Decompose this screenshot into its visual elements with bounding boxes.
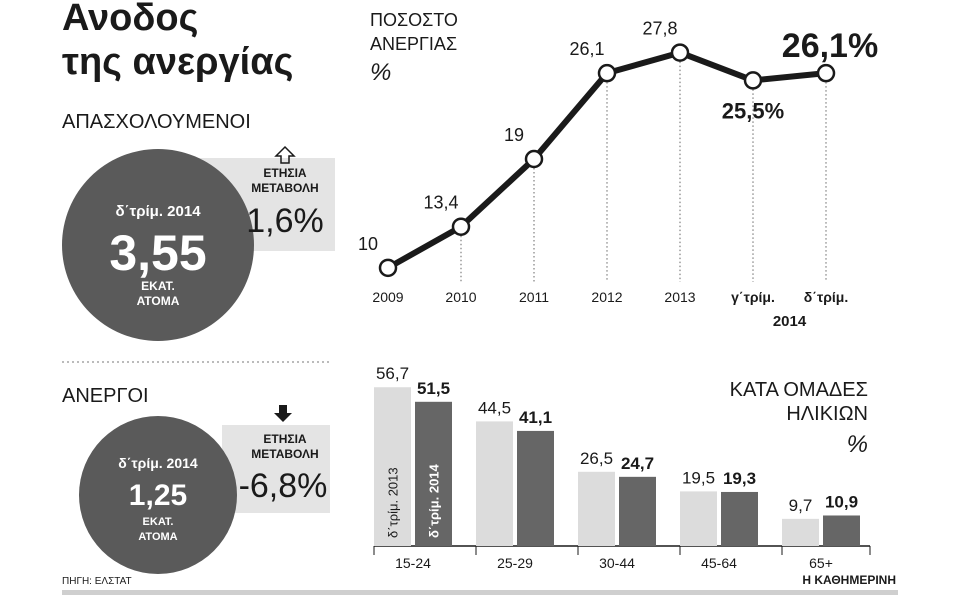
circle (62, 149, 254, 341)
change-label: ΜΕΤΑΒΟΛΗ (251, 181, 318, 195)
heading: ΑΝΕΡΓΟΙ (62, 385, 149, 407)
value-label: 19,3 (723, 469, 756, 488)
change-value: -6,8% (239, 467, 328, 505)
x-tick-label: 30-44 (599, 555, 635, 571)
unit: ΑΤΟΜΑ (137, 294, 180, 308)
point (451, 217, 471, 236)
heading: ΑΠΑΣΧΟΛΟΥΜΕΝΟΙ (62, 111, 251, 133)
chart-title: ΠΟΣΟΣΤΟ (370, 10, 458, 30)
legend-label: δ΄τρίμ. 2013 (386, 467, 401, 538)
x-tick-label: 45-64 (701, 555, 737, 571)
source: ΠΗΓΗ: ΕΛΣΤΑΤ (62, 576, 132, 587)
bar (782, 518, 819, 546)
value-label: 24,7 (621, 454, 654, 473)
value-label: 44,5 (478, 398, 511, 417)
x-tick-label: 65+ (809, 555, 833, 571)
brand: Η ΚΑΘΗΜΕΡΙΝΗ (802, 573, 896, 587)
bar (823, 515, 860, 546)
x-tick-label: 2012 (591, 289, 622, 305)
change-value: 1,6% (246, 202, 324, 240)
bar (374, 387, 411, 546)
bar (619, 476, 656, 546)
unit: ΕΚΑΤ. (143, 516, 174, 528)
down-arrow (274, 405, 292, 422)
x-tick-label: 15-24 (395, 555, 431, 571)
point (670, 43, 690, 62)
value-label: 26,1 (569, 39, 604, 59)
unit: ΑΤΟΜΑ (138, 531, 177, 543)
value: 1,25 (129, 479, 187, 512)
point (597, 63, 617, 83)
x-tick-label: γ΄τρίμ. (731, 289, 775, 305)
chart-title: ΚΑΤΑ ΟΜΑΔΕΣ (730, 379, 868, 401)
footer-bar (62, 590, 898, 595)
point (743, 71, 763, 90)
x-tick-label: 2009 (372, 289, 403, 305)
value-label: 13,4 (423, 193, 458, 213)
change-box (222, 425, 330, 513)
bar (680, 491, 717, 546)
title: της ανεργίας (62, 41, 293, 83)
bar (578, 471, 615, 546)
x-tick-label: 2013 (664, 289, 695, 305)
value-label: 19,5 (682, 468, 715, 487)
x-tick-label: 25-29 (497, 555, 533, 571)
bar (517, 430, 554, 546)
value-label: 27,8 (642, 19, 677, 39)
point (816, 63, 836, 83)
x-tick-label: 2010 (445, 289, 476, 305)
chart-title: ΑΝΕΡΓΙΑΣ (370, 34, 457, 54)
bar (415, 401, 452, 546)
value-label: 51,5 (417, 379, 450, 398)
x-tick-label: δ΄τρίμ. (804, 289, 848, 305)
change-label: ΜΕΤΑΒΟΛΗ (251, 447, 318, 461)
value-label: 56,7 (376, 364, 409, 383)
up-arrow (274, 145, 296, 164)
value-label: 10,9 (825, 492, 858, 511)
chart-unit: % (370, 59, 391, 86)
value-label: 25,5% (722, 98, 784, 123)
period: δ΄τρίμ. 2014 (118, 455, 198, 471)
period: δ΄τρίμ. 2014 (115, 203, 201, 220)
title: Ανοδος (62, 0, 198, 39)
chart-unit: % (847, 431, 868, 458)
value: 3,55 (109, 225, 206, 281)
value-label: 41,1 (519, 408, 552, 427)
change-label: ΕΤΗΣΙΑ (263, 432, 307, 446)
chart-title: ΗΛΙΚΙΩΝ (786, 403, 868, 425)
x-tick-label: 2011 (519, 289, 549, 305)
value-label: 10 (358, 234, 378, 254)
point (524, 149, 544, 169)
change-label: ΕΤΗΣΙΑ (263, 166, 307, 180)
value-label: 26,1% (782, 27, 878, 65)
bar (476, 421, 513, 546)
value-label: 19 (504, 125, 524, 145)
x-group-label: 2014 (773, 313, 807, 330)
legend-label: δ΄τρίμ. 2014 (427, 463, 442, 538)
value-label: 9,7 (789, 496, 813, 515)
unit: ΕΚΑΤ. (141, 279, 175, 293)
bar (721, 491, 758, 546)
value-label: 26,5 (580, 449, 613, 468)
point (378, 258, 398, 278)
circle (79, 416, 237, 574)
